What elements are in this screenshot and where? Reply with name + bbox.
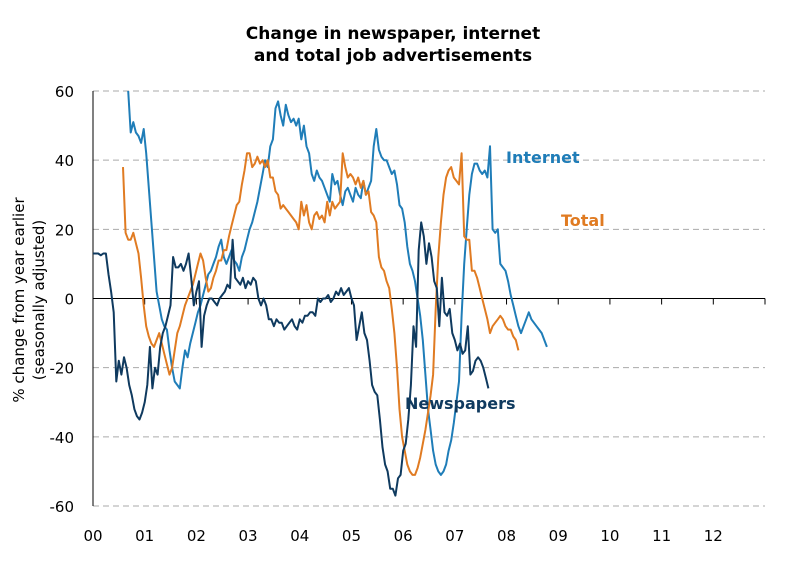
x-tick-label: 04 (290, 527, 309, 545)
gridlines (93, 90, 765, 507)
annotation-internet: Internet (506, 148, 580, 167)
y-tick-label: 0 (64, 291, 74, 309)
x-axis: 00 01 02 03 04 05 06 07 08 09 10 11 12 (83, 91, 766, 545)
chart-title-line-1: Change in newspaper, internet (246, 24, 540, 44)
x-tick-label: 07 (445, 527, 464, 545)
y-tick-label: -40 (50, 429, 75, 447)
chart-title-line-2: and total job advertisements (254, 46, 532, 66)
y-axis-label-line-1: % change from year earlier (10, 197, 28, 403)
x-tick-label: 02 (187, 527, 206, 545)
x-tick-label: 09 (549, 527, 568, 545)
y-tick-label: 20 (55, 221, 74, 239)
series-line-internet (127, 90, 548, 476)
x-tick-label: 00 (83, 527, 102, 545)
x-tick-label: 06 (394, 527, 413, 545)
x-tick-label: 10 (600, 527, 619, 545)
y-tick-label: 60 (55, 83, 74, 101)
x-tick-label: 08 (497, 527, 516, 545)
series-lines (93, 90, 548, 497)
annotation-newspapers: Newspapers (405, 394, 516, 413)
y-tick-label: -60 (50, 498, 75, 516)
x-tick-label: 01 (135, 527, 154, 545)
series-line-newspapers (93, 221, 490, 497)
series-line-total (122, 152, 520, 476)
annotation-total: Total (561, 211, 605, 230)
x-tick-label: 03 (239, 527, 258, 545)
x-tick-label: 12 (704, 527, 723, 545)
y-axis-label-line-2: (seasonally adjusted) (30, 220, 48, 380)
y-axis-label: % change from year earlier (seasonally a… (10, 197, 48, 403)
y-tick-label: 40 (55, 152, 74, 170)
y-axis-ticks: 60 40 20 0 -20 -40 -60 (50, 83, 75, 516)
x-tick-label: 11 (652, 527, 671, 545)
x-tick-label: 05 (342, 527, 361, 545)
y-tick-label: -20 (50, 360, 75, 378)
